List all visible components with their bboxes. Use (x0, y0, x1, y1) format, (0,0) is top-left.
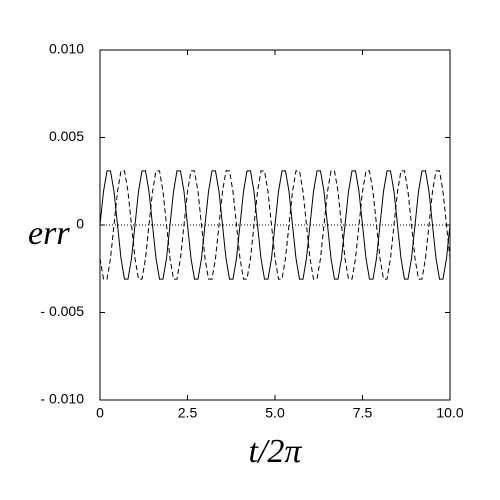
y-tick-label: 0.010 (49, 41, 84, 57)
x-tick-label: 10.0 (436, 405, 463, 421)
x-tick-label: 5.0 (265, 405, 285, 421)
x-tick-label: 0 (96, 405, 104, 421)
y-tick-label: 0 (76, 216, 84, 232)
y-tick-label: - 0.010 (40, 391, 84, 407)
series-line (99, 170, 451, 280)
x-tick-label: 7.5 (353, 405, 373, 421)
y-tick-label: 0.005 (49, 128, 84, 144)
y-axis-label: err (28, 215, 70, 252)
y-tick-label: - 0.005 (40, 303, 84, 319)
x-tick-label: 2.5 (178, 405, 198, 421)
x-axis-label: t/2π (249, 433, 303, 470)
